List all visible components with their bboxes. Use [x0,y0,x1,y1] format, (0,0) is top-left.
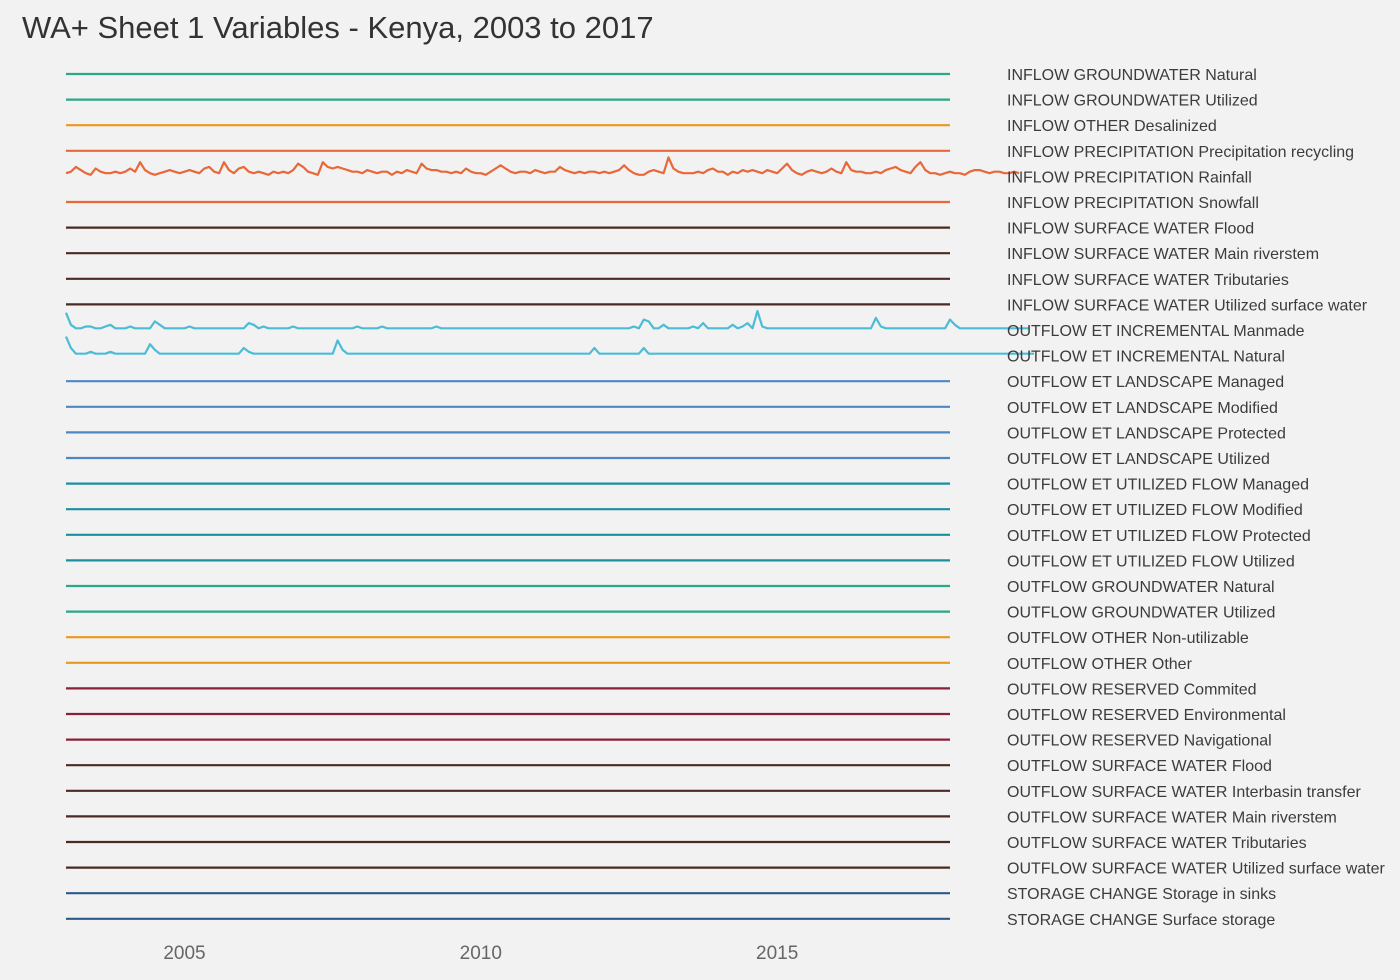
series-label: OUTFLOW GROUNDWATER Utilized [1007,605,1275,622]
series-label: OUTFLOW ET UTILIZED FLOW Utilized [1007,553,1295,570]
series-label: OUTFLOW SURFACE WATER Main riverstem [1007,809,1337,826]
series-label: OUTFLOW OTHER Non-utilizable [1007,630,1249,647]
series-label: STORAGE CHANGE Storage in sinks [1007,886,1276,903]
series-label: OUTFLOW RESERVED Commited [1007,681,1257,698]
series-label: OUTFLOW SURFACE WATER Tributaries [1007,835,1307,852]
series-lines [64,72,1034,920]
x-axis: 2005 2010 2015 [163,943,798,964]
series-label: OUTFLOW ET LANDSCAPE Modified [1007,400,1278,417]
series-label: OUTFLOW ET UTILIZED FLOW Managed [1007,477,1309,494]
series-label: INFLOW OTHER Desalinized [1007,118,1217,135]
series-label: OUTFLOW ET LANDSCAPE Protected [1007,425,1286,442]
series-label: INFLOW SURFACE WATER Flood [1007,221,1254,238]
x-tick-label: 2015 [756,943,798,964]
series-label: INFLOW PRECIPITATION Precipitation recyc… [1007,144,1354,161]
series-label: INFLOW GROUNDWATER Utilized [1007,93,1258,110]
series-label: OUTFLOW SURFACE WATER Flood [1007,758,1272,775]
series-line [64,309,1029,330]
series-label: OUTFLOW RESERVED Environmental [1007,707,1286,724]
series-label: OUTFLOW ET LANDSCAPE Managed [1007,374,1284,391]
series-label: OUTFLOW ET UTILIZED FLOW Protected [1007,528,1311,545]
series-label: INFLOW SURFACE WATER Utilized surface wa… [1007,297,1368,314]
x-tick-label: 2010 [460,943,502,964]
chart-title: WA+ Sheet 1 Variables - Kenya, 2003 to 2… [22,10,654,45]
series-label: OUTFLOW GROUNDWATER Natural [1007,579,1275,596]
series-label: OUTFLOW OTHER Other [1007,656,1193,673]
series-labels: INFLOW GROUNDWATER Natural INFLOW GROUNDW… [1007,67,1386,929]
series-label: INFLOW GROUNDWATER Natural [1007,67,1257,84]
series-label: OUTFLOW SURFACE WATER Interbasin transfe… [1007,784,1362,801]
series-label: INFLOW PRECIPITATION Rainfall [1007,169,1252,186]
series-label: STORAGE CHANGE Surface storage [1007,912,1275,929]
x-tick-label: 2005 [163,943,205,964]
series-label: OUTFLOW ET INCREMENTAL Manmade [1007,323,1305,340]
series-label: OUTFLOW SURFACE WATER Utilized surface w… [1007,861,1386,878]
series-label: OUTFLOW RESERVED Navigational [1007,733,1272,750]
series-label: INFLOW SURFACE WATER Tributaries [1007,272,1289,289]
series-line [65,156,1020,176]
series-label: OUTFLOW ET INCREMENTAL Natural [1007,349,1285,366]
series-label: OUTFLOW ET UTILIZED FLOW Modified [1007,502,1303,519]
series-label: OUTFLOW ET LANDSCAPE Utilized [1007,451,1270,468]
series-label: INFLOW PRECIPITATION Snowfall [1007,195,1259,212]
series-label: INFLOW SURFACE WATER Main riverstem [1007,246,1319,263]
series-line [64,336,1034,355]
